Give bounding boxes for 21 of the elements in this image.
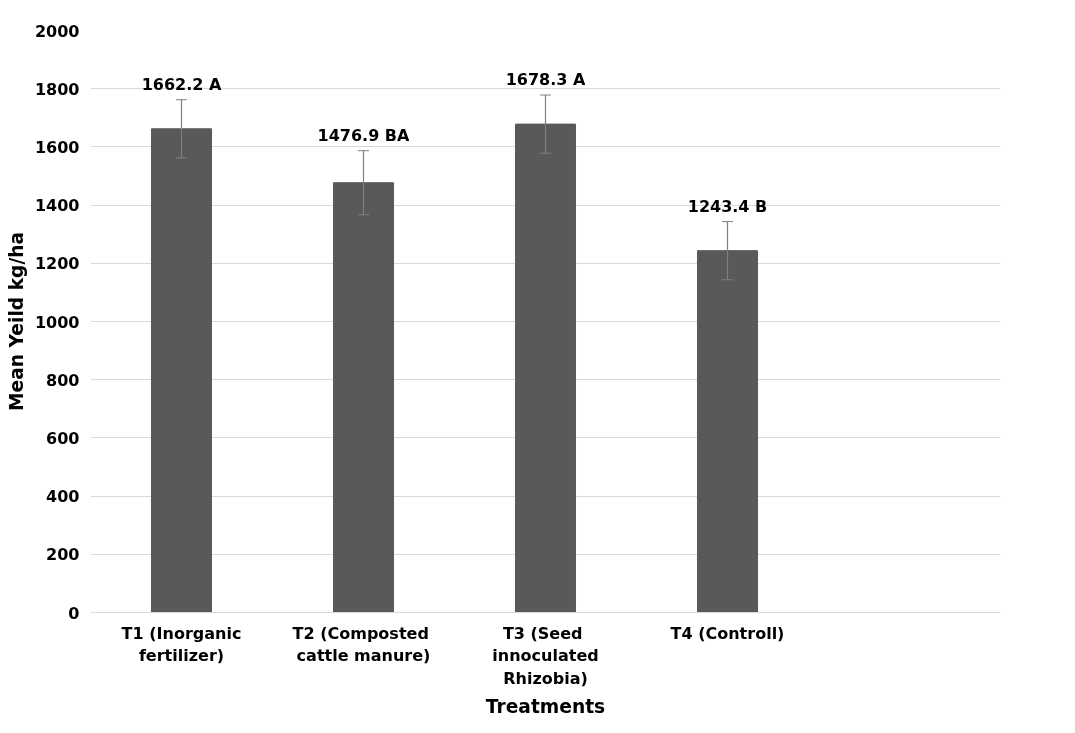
x-tick-label: T2 (Composted cattle manure) xyxy=(292,623,431,666)
x-tick-label: T1 (Inorganic fertilizer) xyxy=(121,623,242,666)
y-tick-label: 2000 xyxy=(34,21,80,41)
data-label: 1243.4 B xyxy=(687,196,768,216)
y-axis-title: Mean Yeild kg/ha xyxy=(5,231,27,412)
y-tick-label: 1000 xyxy=(34,312,80,332)
y-tick-label: 1200 xyxy=(34,254,80,274)
data-label: 1678.3 A xyxy=(505,70,586,90)
y-tick-label: 400 xyxy=(46,487,80,507)
x-tick-label: T4 (Controll) xyxy=(670,623,785,643)
y-tick-label: 600 xyxy=(46,428,80,448)
y-tick-label: 200 xyxy=(46,545,80,565)
x-axis-title: Treatments xyxy=(485,696,606,718)
y-tick-label: 1600 xyxy=(34,137,80,157)
y-tick-label: 0 xyxy=(68,603,80,623)
y-tick-label: 1400 xyxy=(34,196,80,216)
y-tick-label: 1800 xyxy=(34,79,80,99)
x-tick-label: T3 (Seed innoculated Rhizobia) xyxy=(492,623,599,689)
y-tick-label: 800 xyxy=(46,370,80,390)
data-label: 1662.2 A xyxy=(141,74,222,94)
data-label: 1476.9 BA xyxy=(317,125,411,145)
